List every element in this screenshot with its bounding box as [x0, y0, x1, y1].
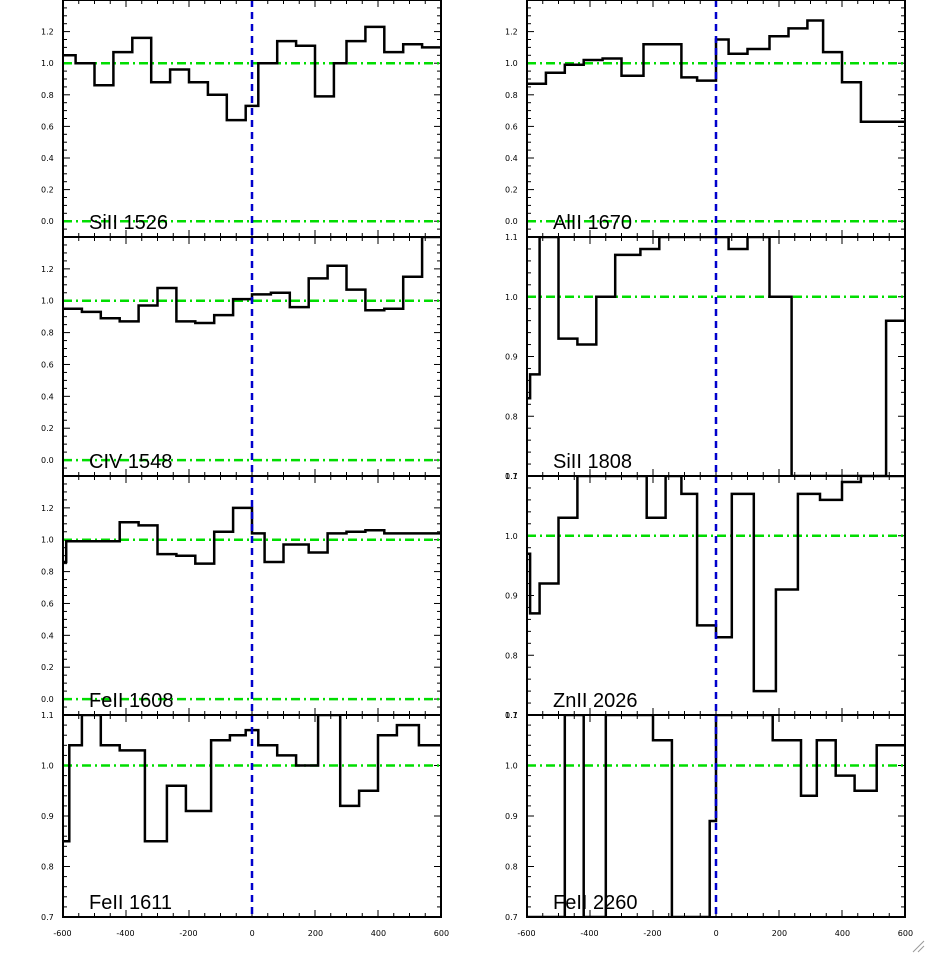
panel-frame — [526, 236, 906, 477]
panel-2: 0.0 0.2 0.4 0.6 0.8 1.0 1.2 AlII 1670 — [505, 0, 906, 238]
flux-step-line — [63, 25, 441, 122]
y-tick-label: 1.2 — [41, 28, 54, 37]
panel-frame — [62, 236, 442, 477]
y-tick-label: 0.2 — [41, 424, 54, 433]
y-tick-label: 0.8 — [41, 91, 54, 100]
y-tick-label: 0.2 — [505, 186, 518, 195]
panel-5: 0.0 0.2 0.4 0.6 0.8 1.0 1.2 FeII 1608 — [41, 475, 442, 716]
y-tick-label: 0.4 — [41, 392, 54, 401]
x-tick-label: -600 — [53, 929, 71, 938]
flux-step-line — [527, 476, 905, 693]
panel-label: FeII 2260 — [553, 892, 638, 914]
flux-step-line — [63, 237, 441, 325]
y-tick-label: 0.7 — [41, 913, 54, 922]
panel-label: AlII 1670 — [553, 212, 632, 234]
panel-4: 0.7 0.8 0.9 1.0 1.1 SiII 1808 — [505, 233, 906, 481]
x-tick-label: 200 — [772, 929, 787, 938]
flux-step-line — [527, 237, 905, 476]
y-tick-label: 1.0 — [505, 532, 518, 541]
y-tick-label: 1.0 — [41, 59, 54, 68]
panel-1: 0.0 0.2 0.4 0.6 0.8 1.0 1.2 SiII 1526 — [41, 0, 442, 238]
flux-step-line — [527, 19, 905, 123]
y-tick-label: 0.8 — [505, 651, 518, 660]
y-tick-label: 1.1 — [505, 711, 518, 720]
y-tick-label: 0.6 — [505, 122, 518, 131]
x-tick-label: -400 — [580, 929, 598, 938]
y-tick-label: 0.6 — [41, 599, 54, 608]
y-tick-label: 1.0 — [41, 536, 54, 545]
y-tick-label: 1.0 — [41, 297, 54, 306]
y-tick-label: 0.8 — [41, 863, 54, 872]
y-tick-label: 0.8 — [41, 568, 54, 577]
panel-frame — [526, 475, 906, 716]
panel-label: CIV 1548 — [89, 451, 172, 473]
resize-grip-icon — [917, 945, 925, 953]
y-tick-label: 0.2 — [41, 186, 54, 195]
y-tick-label: 0.9 — [505, 592, 518, 601]
y-tick-label: 0.4 — [505, 154, 518, 163]
panel-label: ZnII 2026 — [553, 690, 638, 712]
y-tick-label: 1.2 — [41, 265, 54, 274]
y-tick-label: 0.7 — [505, 472, 518, 481]
resize-grip-icon — [912, 940, 925, 953]
y-tick-label: 0.0 — [41, 456, 54, 465]
y-tick-label: 1.0 — [505, 762, 518, 771]
panel-frame — [526, 714, 906, 918]
y-tick-label: 0.0 — [41, 217, 54, 226]
y-tick-label: 0.9 — [41, 812, 54, 821]
x-tick-label: 0 — [250, 929, 255, 938]
x-tick-label: 400 — [835, 929, 850, 938]
x-tick-label: 400 — [371, 929, 386, 938]
y-tick-label: 0.6 — [41, 122, 54, 131]
y-tick-label: 1.1 — [41, 711, 54, 720]
y-tick-label: 0.4 — [41, 631, 54, 640]
x-tick-label: 200 — [308, 929, 323, 938]
y-tick-label: 1.0 — [41, 762, 54, 771]
x-tick-label: -600 — [517, 929, 535, 938]
y-tick-label: 1.2 — [41, 504, 54, 513]
y-tick-label: 1.1 — [505, 472, 518, 481]
panel-label: SiII 1526 — [89, 212, 168, 234]
y-tick-label: 0.8 — [41, 329, 54, 338]
flux-step-line — [63, 715, 441, 843]
panel-frame — [62, 714, 442, 918]
y-tick-label: 0.8 — [505, 863, 518, 872]
y-tick-label: 1.1 — [505, 233, 518, 242]
panel-7: 0.7 0.8 0.9 1.0 1.1 FeII 1611 — [41, 711, 442, 922]
x-tick-label: -200 — [643, 929, 661, 938]
y-tick-label: 0.8 — [505, 412, 518, 421]
panel-3: 0.0 0.2 0.4 0.6 0.8 1.0 1.2 CIV 1548 — [41, 236, 442, 477]
y-tick-label: 1.0 — [505, 59, 518, 68]
x-tick-label: 600 — [434, 929, 449, 938]
y-tick-label: 0.7 — [505, 711, 518, 720]
x-tick-label: 0 — [714, 929, 719, 938]
panel-label: FeII 1608 — [89, 690, 174, 712]
x-tick-label: -400 — [116, 929, 134, 938]
panel-8: 0.7 0.8 0.9 1.0 1.1 FeII 2260 — [505, 711, 906, 922]
y-tick-label: 0.8 — [505, 91, 518, 100]
panel-6: 0.7 0.8 0.9 1.0 1.1 ZnII 2026 — [505, 472, 906, 720]
y-tick-label: 1.0 — [505, 293, 518, 302]
panel-frame — [526, 0, 906, 238]
x-tick-label: -200 — [179, 929, 197, 938]
y-tick-label: 0.9 — [505, 353, 518, 362]
panel-label: SiII 1808 — [553, 451, 632, 473]
y-tick-label: 0.0 — [505, 217, 518, 226]
y-tick-label: 0.2 — [41, 663, 54, 672]
y-tick-label: 0.4 — [41, 154, 54, 163]
flux-step-line — [63, 506, 441, 565]
y-tick-label: 0.0 — [41, 695, 54, 704]
panel-label: FeII 1611 — [89, 892, 172, 914]
y-tick-label: 0.6 — [41, 360, 54, 369]
y-tick-label: 0.9 — [505, 812, 518, 821]
x-tick-label: 600 — [898, 929, 913, 938]
y-tick-label: 0.7 — [505, 913, 518, 922]
y-tick-label: 1.2 — [505, 28, 518, 37]
